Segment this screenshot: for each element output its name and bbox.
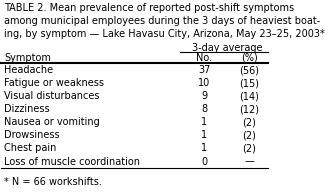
Text: Nausea or vomiting: Nausea or vomiting xyxy=(4,117,100,127)
Text: (2): (2) xyxy=(242,117,257,127)
Text: —: — xyxy=(244,157,254,167)
Text: Drowsiness: Drowsiness xyxy=(4,130,60,140)
Text: 37: 37 xyxy=(198,65,210,75)
Text: (2): (2) xyxy=(242,130,257,140)
Text: (56): (56) xyxy=(239,65,260,75)
Text: (15): (15) xyxy=(239,78,260,88)
Text: Headache: Headache xyxy=(4,65,53,75)
Text: 8: 8 xyxy=(201,104,207,114)
Text: 1: 1 xyxy=(201,117,207,127)
Text: (14): (14) xyxy=(239,91,260,101)
Text: (12): (12) xyxy=(239,104,260,114)
Text: 10: 10 xyxy=(198,78,210,88)
Text: Chest pain: Chest pain xyxy=(4,144,56,153)
Text: TABLE 2. Mean prevalence of reported post-shift symptoms
among municipal employe: TABLE 2. Mean prevalence of reported pos… xyxy=(4,3,325,39)
Text: 1: 1 xyxy=(201,130,207,140)
Text: (%): (%) xyxy=(241,53,258,63)
Text: * N = 66 workshifts.: * N = 66 workshifts. xyxy=(4,177,102,187)
Text: Loss of muscle coordination: Loss of muscle coordination xyxy=(4,157,140,167)
Text: (2): (2) xyxy=(242,144,257,153)
Text: 0: 0 xyxy=(201,157,207,167)
Text: 9: 9 xyxy=(201,91,207,101)
Text: 1: 1 xyxy=(201,144,207,153)
Text: Fatigue or weakness: Fatigue or weakness xyxy=(4,78,104,88)
Text: Dizziness: Dizziness xyxy=(4,104,50,114)
Text: Visual disturbances: Visual disturbances xyxy=(4,91,100,101)
Text: Symptom: Symptom xyxy=(4,53,51,63)
Text: 3-day average: 3-day average xyxy=(191,43,262,53)
Text: No.: No. xyxy=(196,53,212,63)
